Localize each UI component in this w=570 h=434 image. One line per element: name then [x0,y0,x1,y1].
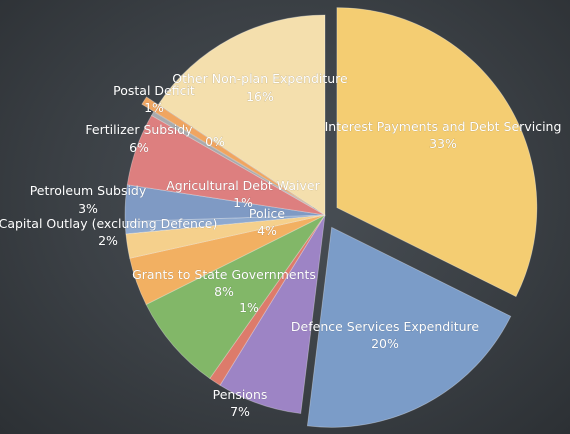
slice-label-defence-services: Defence Services Expenditure [291,319,479,334]
pie-labels: Interest Payments and Debt Servicing 33%… [0,71,562,420]
pie-slice-0 [336,7,538,298]
slice-label-fertilizer-subsidy: Fertilizer Subsidy [85,122,193,137]
slice-pct-defence-services: 20% [371,336,399,351]
pie-slice-11 [141,96,314,208]
slice-label-grants-to-states: Grants to State Governments [132,267,316,282]
pie-slice-1 [306,226,512,428]
slice-pct-capital-outlay: 2% [98,233,118,248]
pie-slice-2 [219,214,326,414]
pie-slice-7 [124,214,326,235]
slice-pct-unlabeled-1: 1% [239,300,259,315]
slice-label-police: Police [249,206,286,221]
slice-pct-other-non-plan: 16% [246,89,274,104]
slice-label-interest-payments: Interest Payments and Debt Servicing [325,119,562,134]
slice-pct-police: 4% [257,223,277,238]
slice-pct-petroleum-subsidy: 3% [78,201,98,216]
slice-pct-fertilizer-subsidy: 6% [129,140,149,155]
pie-slice-9 [126,114,326,216]
pie-slice-10 [150,111,326,216]
slice-pct-unlabeled-0: 0% [205,134,225,149]
slice-label-agricultural-debt-waiver: Agricultural Debt Waiver [166,178,320,193]
pie-slice-5 [129,214,326,306]
slice-label-other-non-plan: Other Non-plan Expenditure [172,71,348,86]
slice-pct-interest-payments: 33% [429,136,457,151]
slice-label-pensions: Pensions [213,387,268,402]
slice-pct-postal-deficit: 1% [144,100,164,115]
slice-pct-agricultural-debt-waiver: 1% [233,195,253,210]
pie-slice-8 [124,184,326,223]
slice-pct-pensions: 7% [230,404,250,419]
pie-slices [124,7,538,428]
slice-label-postal-deficit: Postal Deficit [113,83,195,98]
slice-label-petroleum-subsidy: Petroleum Subsidy [30,183,147,198]
pie-slice-6 [125,214,326,259]
pie-slice-4 [145,214,326,380]
slice-pct-grants-to-states: 8% [214,284,234,299]
pie-slice-3 [209,214,326,386]
slice-label-capital-outlay: Capital Outlay (excluding Defence) [0,216,217,231]
pie-slice-12 [157,14,326,216]
